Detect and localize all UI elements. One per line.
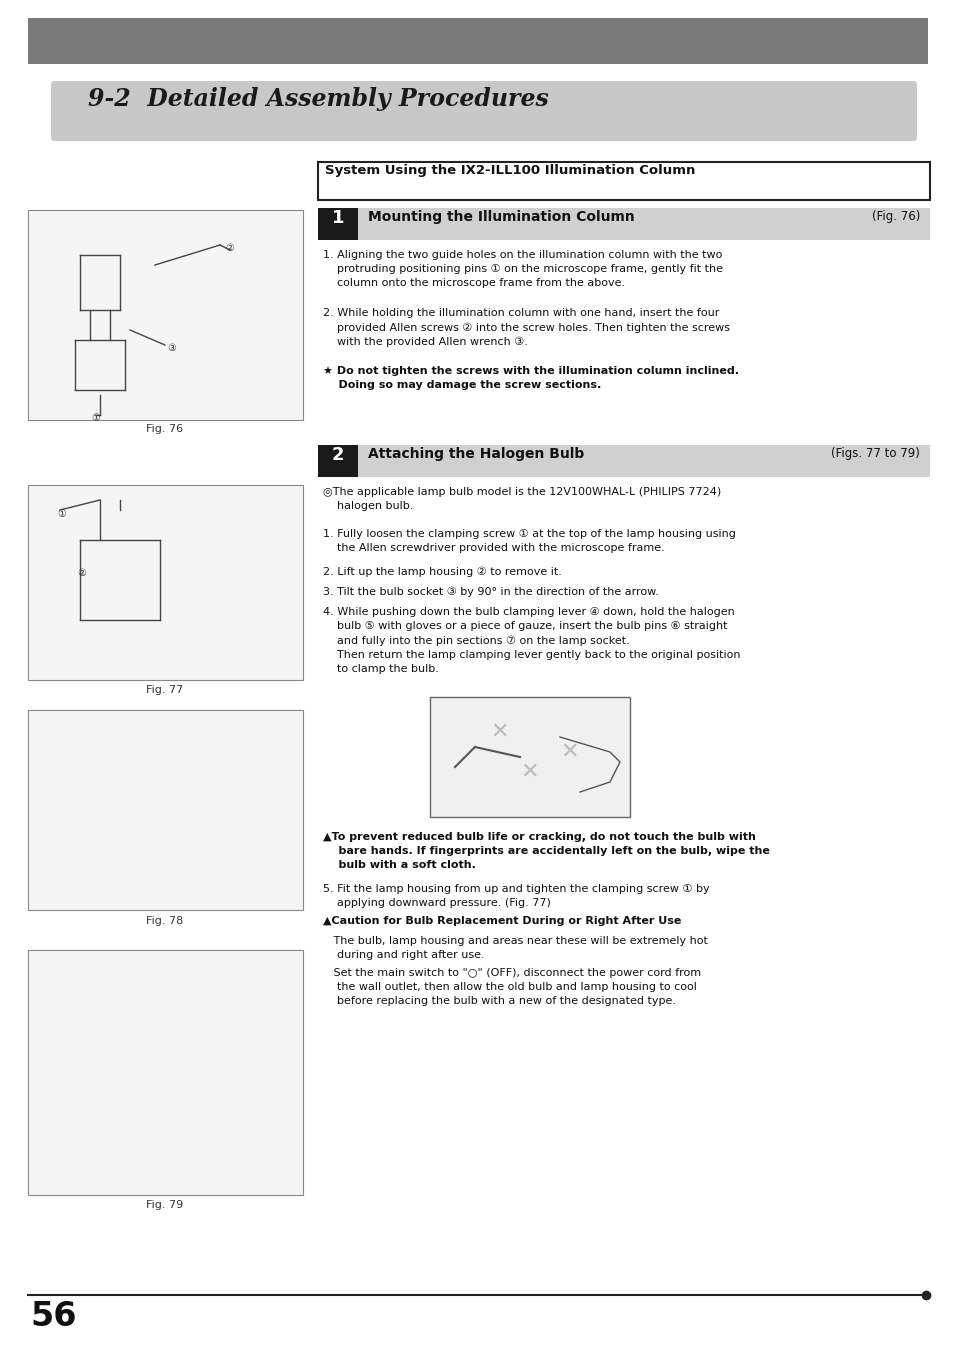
Text: Fig. 76: Fig. 76: [146, 424, 183, 434]
Bar: [28, 950, 303, 1196]
Bar: [28, 711, 303, 911]
Text: ③: ③: [168, 343, 176, 353]
Text: 5. Fit the lamp housing from up and tighten the clamping screw ① by
    applying: 5. Fit the lamp housing from up and tigh…: [323, 884, 709, 908]
Text: Set the main switch to "○" (OFF), disconnect the power cord from
    the wall ou: Set the main switch to "○" (OFF), discon…: [323, 969, 700, 1006]
Text: ★ Do not tighten the screws with the illumination column inclined.
    Doing so : ★ Do not tighten the screws with the ill…: [323, 366, 739, 390]
Bar: [357, 444, 929, 477]
Text: 1: 1: [332, 209, 344, 227]
Text: 1. Aligning the two guide holes on the illumination column with the two
    prot: 1. Aligning the two guide holes on the i…: [323, 250, 722, 288]
Text: ▲Caution for Bulb Replacement During or Right After Use: ▲Caution for Bulb Replacement During or …: [323, 916, 680, 925]
Text: Fig. 77: Fig. 77: [146, 685, 183, 694]
Text: Fig. 78: Fig. 78: [146, 916, 183, 925]
Text: (Fig. 76): (Fig. 76): [871, 209, 919, 223]
Text: The bulb, lamp housing and areas near these will be extremely hot
    during and: The bulb, lamp housing and areas near th…: [323, 936, 707, 961]
Text: (Figs. 77 to 79): (Figs. 77 to 79): [830, 447, 919, 459]
Text: Fig. 79: Fig. 79: [146, 1200, 183, 1210]
Text: Mounting the Illumination Column: Mounting the Illumination Column: [368, 209, 634, 224]
Bar: [317, 162, 929, 200]
Text: ②: ②: [226, 243, 234, 253]
Bar: [357, 208, 929, 240]
Bar: [317, 208, 357, 240]
Text: System Using the IX2-ILL100 Illumination Column: System Using the IX2-ILL100 Illumination…: [325, 163, 695, 177]
Bar: [430, 697, 629, 817]
Text: 3. Tilt the bulb socket ③ by 90° in the direction of the arrow.: 3. Tilt the bulb socket ③ by 90° in the …: [323, 586, 659, 597]
Bar: [317, 444, 357, 477]
Text: Attaching the Halogen Bulb: Attaching the Halogen Bulb: [368, 447, 583, 461]
Text: ②: ②: [77, 567, 87, 578]
Text: ◎The applicable lamp bulb model is the 12V100WHAL-L (PHILIPS 7724)
    halogen b: ◎The applicable lamp bulb model is the 1…: [323, 486, 720, 511]
Text: 2: 2: [332, 446, 344, 463]
Text: 56: 56: [30, 1300, 76, 1333]
Text: ①: ①: [91, 413, 100, 423]
Text: 2. Lift up the lamp housing ② to remove it.: 2. Lift up the lamp housing ② to remove …: [323, 567, 561, 577]
Text: ✕: ✕: [520, 762, 538, 782]
Text: 4. While pushing down the bulb clamping lever ④ down, hold the halogen
    bulb : 4. While pushing down the bulb clamping …: [323, 607, 740, 674]
Text: ①: ①: [57, 509, 67, 519]
Text: ▲To prevent reduced bulb life or cracking, do not touch the bulb with
    bare h: ▲To prevent reduced bulb life or crackin…: [323, 832, 769, 870]
Bar: [28, 209, 303, 420]
Text: 2. While holding the illumination column with one hand, insert the four
    prov: 2. While holding the illumination column…: [323, 308, 729, 347]
Bar: [28, 485, 303, 680]
Text: 1. Fully loosen the clamping screw ① at the top of the lamp housing using
    th: 1. Fully loosen the clamping screw ① at …: [323, 530, 735, 553]
Bar: [28, 18, 927, 63]
Text: ✕: ✕: [560, 742, 578, 762]
Text: ✕: ✕: [490, 721, 509, 742]
FancyBboxPatch shape: [51, 81, 916, 141]
Text: 9-2  Detailed Assembly Procedures: 9-2 Detailed Assembly Procedures: [88, 86, 548, 111]
